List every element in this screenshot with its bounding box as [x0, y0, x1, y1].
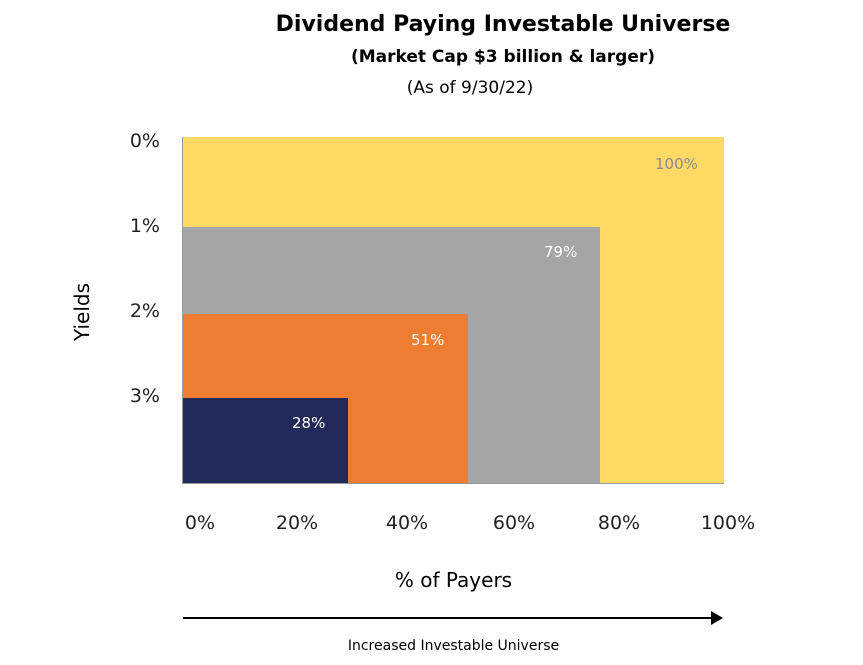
x-tick-100: 100% — [700, 512, 756, 534]
date-note: (As of 9/30/22) — [406, 78, 534, 98]
rect-28pct — [183, 398, 348, 483]
x-axis-line — [182, 483, 724, 484]
x-tick-0: 0% — [184, 512, 216, 534]
y-tick-1: 1% — [129, 215, 160, 237]
x-tick-20: 20% — [275, 512, 319, 534]
label-28pct: 28% — [292, 414, 326, 432]
chart-subtitle: (Market Cap $3 billion & larger) — [350, 47, 656, 67]
arrow-right-icon — [711, 611, 723, 625]
y-tick-0: 0% — [129, 130, 160, 152]
x-axis-title: % of Payers — [394, 568, 513, 592]
y-tick-2: 2% — [129, 300, 160, 322]
y-axis-title: Yields — [70, 282, 94, 342]
label-100pct: 100% — [655, 155, 698, 173]
label-79pct: 79% — [544, 243, 578, 261]
y-axis-line — [182, 137, 183, 484]
arrow-caption: Increased Investable Universe — [347, 638, 560, 654]
x-tick-80: 80% — [597, 512, 641, 534]
x-tick-60: 60% — [492, 512, 536, 534]
y-tick-3: 3% — [129, 385, 160, 407]
x-tick-40: 40% — [385, 512, 429, 534]
label-51pct: 51% — [411, 331, 445, 349]
chart-title: Dividend Paying Investable Universe — [275, 12, 731, 37]
arrow-line — [183, 617, 713, 619]
